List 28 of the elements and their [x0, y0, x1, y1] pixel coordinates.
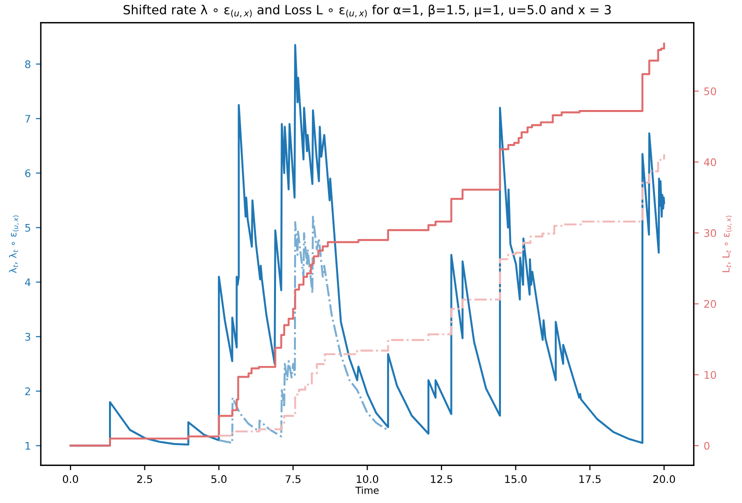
- chart-title: Shifted rate λ ∘ ε$_{(u,x)}$ and Loss L ∘ ε$_{(u,x)}$ for α=1, β=1.5, μ=1, u=5.0 and x = 3: [124, 4, 611, 18]
- y2-tick-label: 10: [704, 370, 716, 379]
- x-tick-label: 2.5: [137, 475, 152, 484]
- y2-tick-label: 50: [704, 87, 716, 96]
- y-tick-label: 8: [25, 60, 30, 68]
- x-tick-label: 5.0: [211, 475, 226, 484]
- x-tick-label: 20.0: [653, 475, 675, 484]
- x-tick-label: 12.5: [431, 475, 452, 484]
- y-tick-label: 6: [25, 169, 30, 178]
- y-tick-label: 3: [25, 332, 30, 341]
- x-tick-label: 7.5: [286, 475, 300, 484]
- y2-tick-label: 40: [704, 158, 716, 166]
- x-tick-label: 10.0: [356, 475, 378, 484]
- y-tick-label: 5: [25, 224, 30, 232]
- y2-axis-title: L$_{t}$, L$_{t}$ ∘ ε$_{(u,x)}$: [722, 216, 732, 272]
- y-tick-label: 7: [25, 114, 30, 123]
- x-tick-label: 15.0: [505, 475, 527, 484]
- y-tick-label: 2: [25, 387, 30, 396]
- x-axis-title: Time: [355, 486, 379, 494]
- y2-tick-label: 20: [704, 300, 716, 308]
- y-axis-title: λ$_{t}$, λ$_{t}$ ∘ ε$_{(u,x)}$: [8, 215, 19, 274]
- line-series: [218, 216, 390, 444]
- y2-tick-label: 0: [704, 442, 710, 450]
- x-tick-label: 0.0: [62, 475, 78, 484]
- y-tick-label: 4: [24, 278, 31, 286]
- x-tick-label: 17.5: [579, 475, 601, 484]
- y-tick-label: 1: [26, 442, 30, 450]
- y2-tick-label: 30: [704, 229, 716, 238]
